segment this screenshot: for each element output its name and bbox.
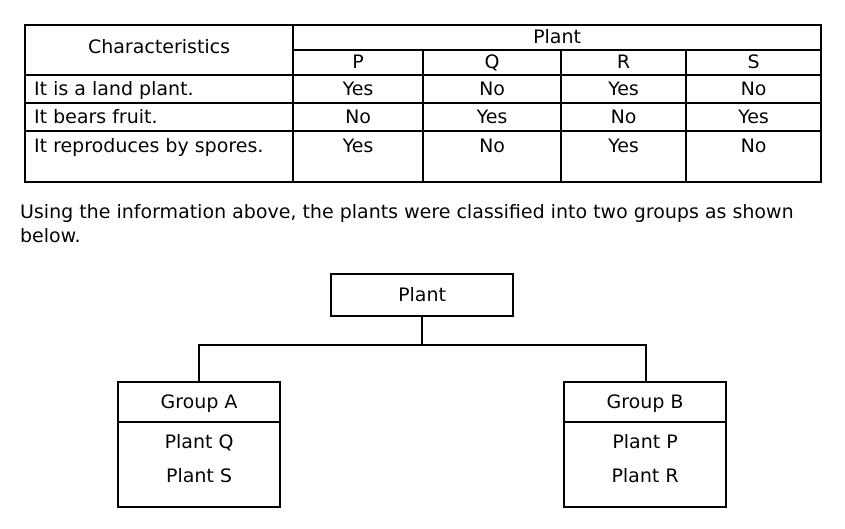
table-col-divider	[422, 49, 424, 183]
table-cell: No	[740, 78, 767, 100]
table-group-header: Plant	[533, 26, 581, 48]
group-b-box: Group B Plant P Plant R	[563, 381, 727, 508]
group-b-divider	[565, 421, 725, 423]
table-col-divider	[560, 49, 562, 183]
instruction-paragraph: Using the information above, the plants …	[20, 201, 794, 247]
table-col-divider	[685, 49, 687, 183]
column-header-q: Q	[484, 51, 500, 73]
table-cell: Yes	[342, 135, 374, 157]
group-b-member: Plant R	[611, 465, 679, 487]
table-cell: Yes	[608, 135, 639, 157]
table-border-top	[24, 24, 822, 26]
root-plant-label: Plant	[398, 284, 446, 306]
table-cell: No	[479, 135, 505, 157]
table-cell: No	[610, 106, 637, 128]
column-header-p: P	[352, 51, 364, 73]
group-a-member: Plant Q	[164, 431, 234, 453]
group-a-divider	[119, 421, 279, 423]
group-a-title: Group A	[160, 391, 238, 413]
group-a-member: Plant S	[166, 465, 232, 487]
connector-to-group-b	[645, 344, 647, 382]
row-label-spores: It reproduces by spores.	[34, 135, 264, 157]
row-label-land-plant: It is a land plant.	[34, 78, 194, 100]
table-col-divider	[292, 24, 294, 183]
table-corner-header: Characteristics	[87, 36, 231, 58]
connector-root-down	[421, 317, 423, 345]
table-cell: No	[740, 135, 767, 157]
table-cell: Yes	[342, 78, 374, 100]
table-cell: No	[345, 106, 371, 128]
table-cell: Yes	[608, 78, 639, 100]
table-cell: Yes	[738, 106, 769, 128]
table-cell: Yes	[476, 106, 508, 128]
table-border-left	[24, 24, 26, 183]
group-b-title: Group B	[606, 391, 684, 413]
row-label-bears-fruit: It bears fruit.	[34, 106, 158, 128]
table-subheader-line	[292, 49, 822, 51]
column-header-r: R	[616, 51, 631, 73]
connector-to-group-a	[198, 344, 200, 382]
connector-horizontal	[198, 344, 647, 346]
group-a-box: Group A Plant Q Plant S	[117, 381, 281, 508]
column-header-s: S	[747, 51, 760, 73]
group-b-member: Plant P	[612, 431, 678, 453]
root-plant-box: Plant	[330, 273, 514, 317]
table-border-right	[820, 24, 822, 183]
table-cell: No	[479, 78, 505, 100]
